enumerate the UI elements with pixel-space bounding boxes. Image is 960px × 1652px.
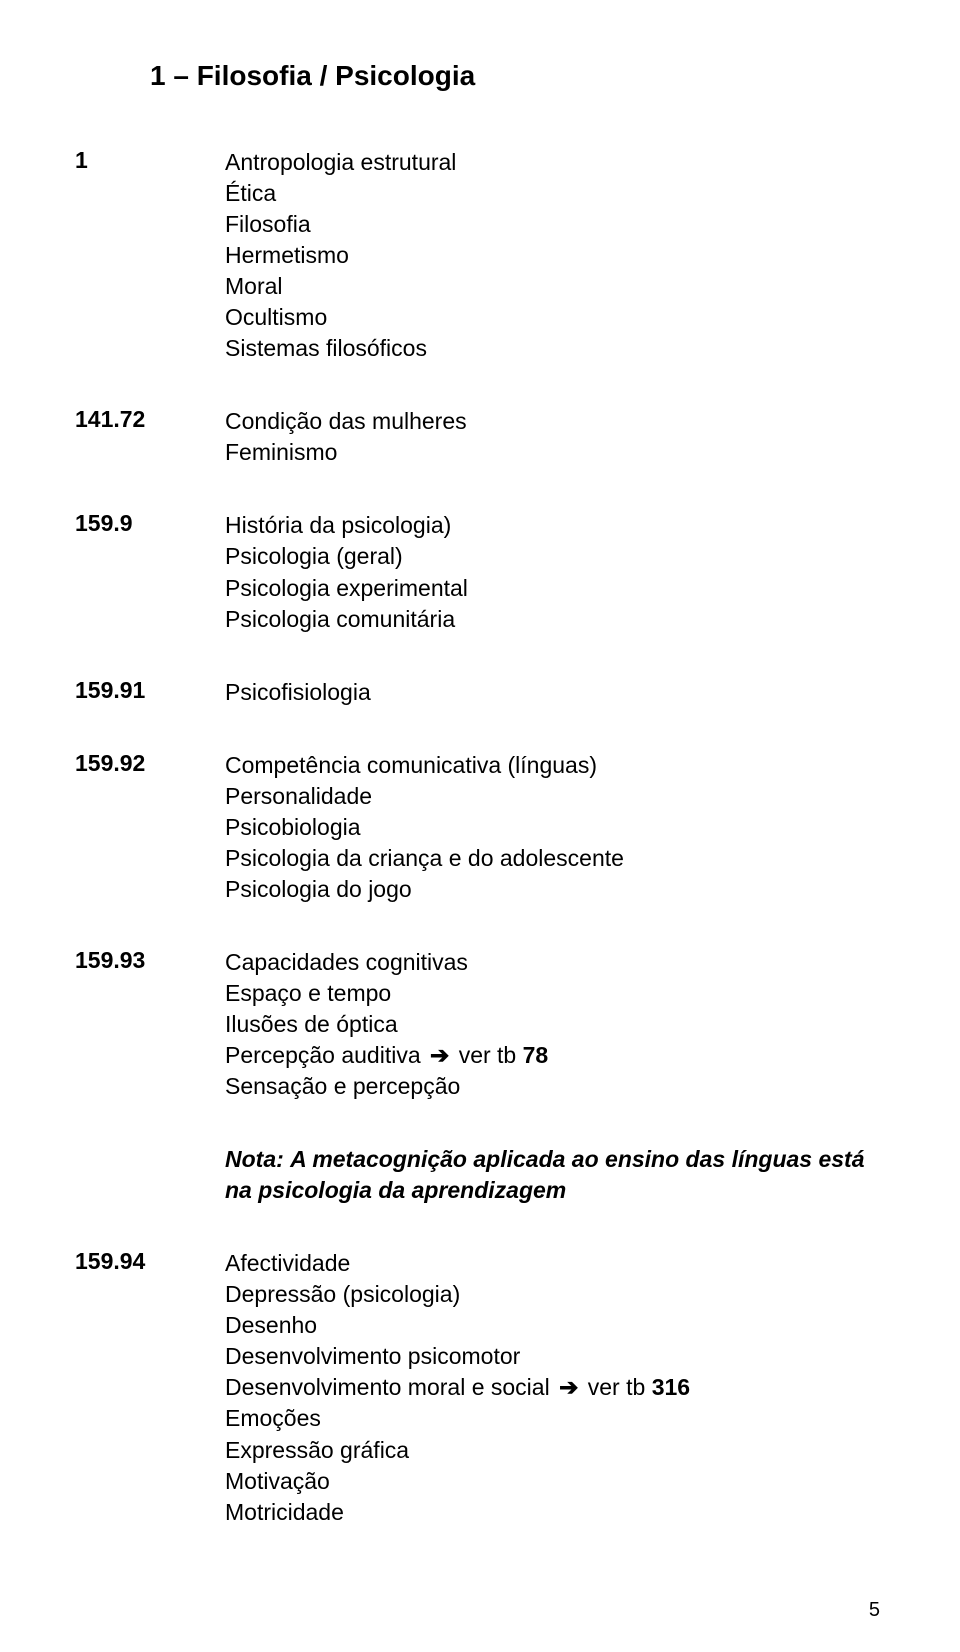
- topic-line: Motivação: [225, 1466, 885, 1497]
- topic-line: Competência comunicativa (línguas): [225, 750, 885, 781]
- arrow-icon: ➔: [559, 1374, 578, 1400]
- topic-line: Psicofisiologia: [225, 677, 885, 708]
- topic-line: Sistemas filosóficos: [225, 333, 885, 364]
- topic-line: Ética: [225, 178, 885, 209]
- topic-xref-line: Desenvolvimento moral e social ➔ ver tb …: [225, 1372, 885, 1403]
- xref-prefix: Percepção auditiva: [225, 1042, 421, 1068]
- note-block: Nota: A metacognição aplicada ao ensino …: [225, 1144, 885, 1206]
- topic-line: Espaço e tempo: [225, 978, 885, 1009]
- section-content: Competência comunicativa (línguas) Perso…: [225, 750, 885, 905]
- topic-line: Condição das mulheres: [225, 406, 885, 437]
- section-code: 159.9: [75, 510, 225, 634]
- section-content: Afectividade Depressão (psicologia) Dese…: [225, 1248, 885, 1527]
- topic-line: Antropologia estrutural: [225, 147, 885, 178]
- arrow-icon: ➔: [430, 1042, 449, 1068]
- page-number: 5: [869, 1599, 880, 1622]
- section-content: Condição das mulheres Feminismo: [225, 406, 885, 468]
- topic-xref-line: Percepção auditiva ➔ ver tb 78: [225, 1040, 885, 1071]
- section-content: Psicofisiologia: [225, 677, 885, 708]
- note-text: A metacognição aplicada ao ensino das lí…: [225, 1146, 865, 1203]
- xref-see: ver tb: [459, 1042, 517, 1068]
- section-code: 1: [75, 147, 225, 364]
- topic-line: Sensação e percepção: [225, 1071, 885, 1102]
- topic-line: Psicobiologia: [225, 812, 885, 843]
- topic-line: Moral: [225, 271, 885, 302]
- section-159-91: 159.91 Psicofisiologia: [75, 677, 885, 708]
- topic-line: Psicologia comunitária: [225, 604, 885, 635]
- topic-line: Ilusões de óptica: [225, 1009, 885, 1040]
- section-159-9: 159.9 História da psicologia) Psicologia…: [75, 510, 885, 634]
- topic-line: Hermetismo: [225, 240, 885, 271]
- topic-line: Psicologia (geral): [225, 541, 885, 572]
- xref-see: ver tb: [588, 1374, 646, 1400]
- topic-line: Psicologia da criança e do adolescente: [225, 843, 885, 874]
- topic-line: Filosofia: [225, 209, 885, 240]
- topic-line: Afectividade: [225, 1248, 885, 1279]
- topic-line: História da psicologia): [225, 510, 885, 541]
- section-content: História da psicologia) Psicologia (gera…: [225, 510, 885, 634]
- topic-line: Emoções: [225, 1403, 885, 1434]
- section-159-94: 159.94 Afectividade Depressão (psicologi…: [75, 1248, 885, 1527]
- xref-number: 316: [652, 1374, 690, 1400]
- xref-prefix: Desenvolvimento moral e social: [225, 1374, 550, 1400]
- section-code: 141.72: [75, 406, 225, 468]
- topic-line: Capacidades cognitivas: [225, 947, 885, 978]
- note-label: Nota:: [225, 1146, 284, 1172]
- section-code: 159.94: [75, 1248, 225, 1527]
- topic-line: Depressão (psicologia): [225, 1279, 885, 1310]
- section-159-92: 159.92 Competência comunicativa (línguas…: [75, 750, 885, 905]
- topic-line: Feminismo: [225, 437, 885, 468]
- section-code: 159.92: [75, 750, 225, 905]
- topic-line: Personalidade: [225, 781, 885, 812]
- topic-line: Motricidade: [225, 1497, 885, 1528]
- topic-line: Desenho: [225, 1310, 885, 1341]
- section-159-93: 159.93 Capacidades cognitivas Espaço e t…: [75, 947, 885, 1102]
- section-1: 1 Antropologia estrutural Ética Filosofi…: [75, 147, 885, 364]
- xref-number: 78: [523, 1042, 549, 1068]
- topic-line: Psicologia do jogo: [225, 874, 885, 905]
- page-title: 1 – Filosofia / Psicologia: [150, 60, 885, 92]
- section-content: Antropologia estrutural Ética Filosofia …: [225, 147, 885, 364]
- section-141-72: 141.72 Condição das mulheres Feminismo: [75, 406, 885, 468]
- topic-line: Expressão gráfica: [225, 1435, 885, 1466]
- topic-line: Psicologia experimental: [225, 573, 885, 604]
- section-code: 159.91: [75, 677, 225, 708]
- topic-line: Desenvolvimento psicomotor: [225, 1341, 885, 1372]
- topic-line: Ocultismo: [225, 302, 885, 333]
- section-code: 159.93: [75, 947, 225, 1102]
- section-content: Capacidades cognitivas Espaço e tempo Il…: [225, 947, 885, 1102]
